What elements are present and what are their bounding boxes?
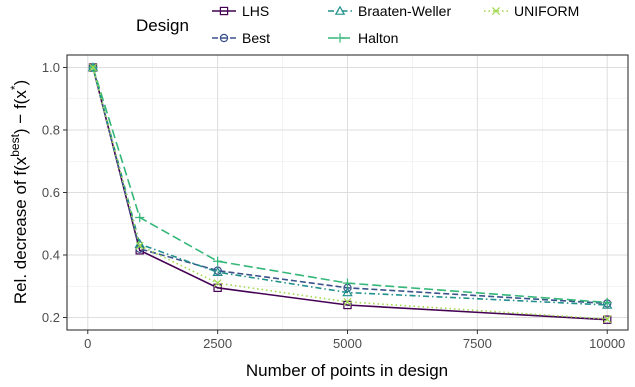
legend-item-braaten-weller: Braaten-Weller: [328, 3, 451, 19]
x-tick-label: 5000: [333, 336, 362, 351]
series-layer: [87, 62, 613, 324]
legend-label: LHS: [242, 3, 269, 19]
legend-key-marker: [219, 33, 229, 43]
data-point-braaten-weller: [212, 266, 223, 276]
legend-label: Halton: [358, 30, 398, 46]
legend-title: Design: [136, 16, 189, 35]
x-tick-label: 7500: [463, 336, 492, 351]
x-tick-label: 10000: [589, 336, 625, 351]
series-line-halton: [92, 67, 608, 304]
data-point-uniform: [213, 279, 222, 288]
legend-item-halton: Halton: [328, 30, 398, 46]
legend: LHS Braaten-Weller UNIFORM Best Halton: [212, 3, 579, 46]
data-point-braaten-weller: [342, 287, 353, 297]
y-tick-label: 0.8: [42, 123, 60, 138]
y-tick-label: 0.2: [42, 310, 60, 325]
data-point-braaten-weller: [601, 299, 613, 309]
legend-key-marker: [219, 6, 229, 16]
legend-key-marker: [335, 33, 345, 43]
data-point-lhs: [603, 315, 612, 324]
data-point-uniform: [88, 63, 97, 72]
data-point-uniform: [343, 297, 352, 306]
x-axis-title: Number of points in design: [246, 361, 448, 380]
legend-item-uniform: UNIFORM: [484, 3, 579, 19]
series-line-lhs: [92, 67, 608, 321]
grid: [67, 55, 628, 330]
data-point-uniform: [135, 241, 144, 250]
y-tick-label: 0.6: [42, 185, 60, 200]
data-point-halton: [342, 278, 353, 288]
y-axis-title: Rel. decrease of f(xbest) − f(x*): [8, 80, 30, 304]
data-point-uniform: [603, 315, 612, 324]
legend-item-best: Best: [212, 30, 270, 46]
series-uniform: [88, 63, 612, 324]
x-tick-label: 0: [84, 336, 91, 351]
legend-label: Braaten-Weller: [358, 3, 451, 19]
data-point-halton: [213, 256, 223, 266]
legend-label: UNIFORM: [514, 3, 579, 19]
y-tick-label: 0.4: [42, 248, 60, 263]
data-point-halton: [135, 212, 145, 223]
legend-item-lhs: LHS: [212, 3, 269, 19]
x-tick-label: 2500: [203, 336, 232, 351]
series-halton: [88, 62, 612, 308]
legend-label: Best: [242, 30, 270, 46]
data-point-halton: [602, 297, 612, 308]
axis-ticks: 0 2500 5000 7500 10000 0.2 0.4 0.6 0.8 1.0: [42, 60, 625, 351]
y-tick-label: 1.0: [42, 60, 60, 75]
data-point-lhs: [213, 283, 222, 293]
legend-key-marker: [491, 6, 501, 16]
legend-key-marker: [334, 5, 346, 15]
